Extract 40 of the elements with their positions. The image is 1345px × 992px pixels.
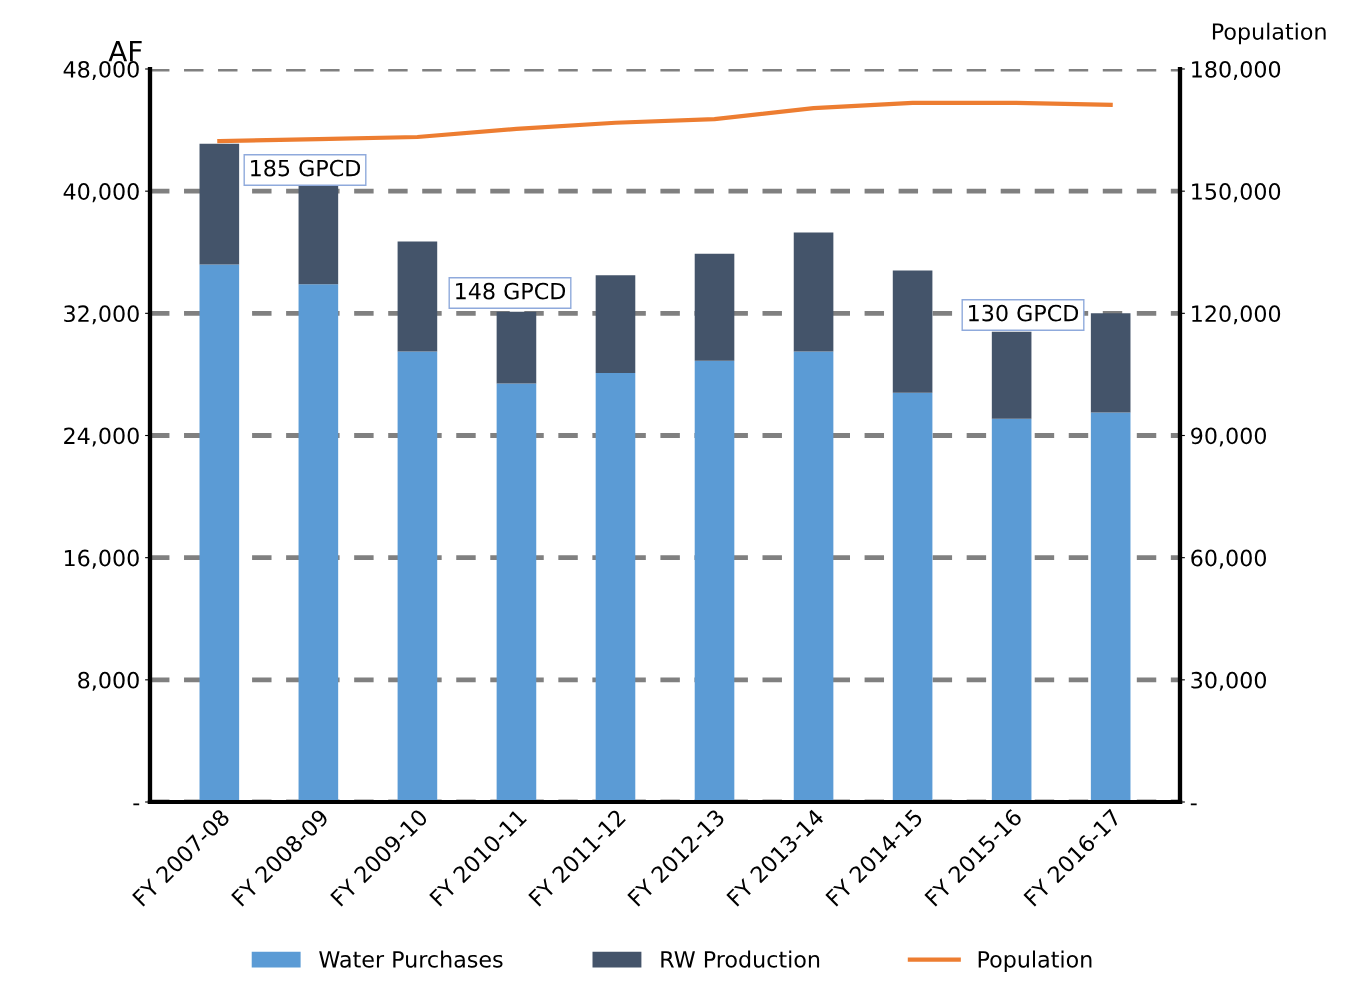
y2-tick-label: - (1190, 803, 1197, 806)
bar (397, 241, 438, 352)
bar (991, 418, 1032, 802)
y2-tick-label: 60,000 (1191, 549, 1266, 569)
bar (595, 372, 636, 802)
bar (793, 232, 834, 352)
y-tick-label: 16,000 (64, 549, 139, 569)
bar (892, 392, 933, 802)
bar (595, 275, 636, 373)
y2-axis-title: Population (1212, 22, 1326, 45)
y2-tick-label: 90,000 (1191, 427, 1266, 447)
bar (496, 383, 537, 802)
bar (1090, 412, 1131, 802)
bar (298, 284, 339, 802)
bar (397, 351, 438, 802)
y-tick-label: - (133, 803, 140, 806)
annotation: 130 GPCD (969, 304, 1079, 322)
annotation: 185 GPCD (251, 159, 361, 177)
y2-tick-label: 30,000 (1191, 671, 1266, 691)
y-tick-label: 32,000 (64, 305, 139, 325)
legend-label: Water Purchases (319, 950, 503, 968)
annotation: 148 GPCD (456, 282, 566, 300)
y-tick-label: 40,000 (63, 183, 139, 203)
y-axis-title: AF (108, 40, 142, 62)
y2-tick-label: 120,000 (1192, 305, 1281, 325)
bar (1090, 313, 1131, 413)
bar (793, 351, 834, 802)
legend-label: RW Production (661, 950, 820, 968)
legend-label: Population (978, 950, 1092, 972)
y-tick-label: 8,000 (78, 671, 139, 691)
y2-tick-label: 150,000 (1192, 183, 1281, 203)
y2-tick-label: 180,000 (1192, 60, 1281, 81)
bar (199, 143, 240, 265)
bar (892, 270, 933, 393)
y-tick-label: 48,000 (63, 60, 139, 81)
bar (694, 360, 735, 802)
bar (199, 264, 240, 802)
bar (694, 253, 735, 361)
y-tick-label: 24,000 (64, 427, 139, 447)
line-series (217, 100, 1113, 144)
